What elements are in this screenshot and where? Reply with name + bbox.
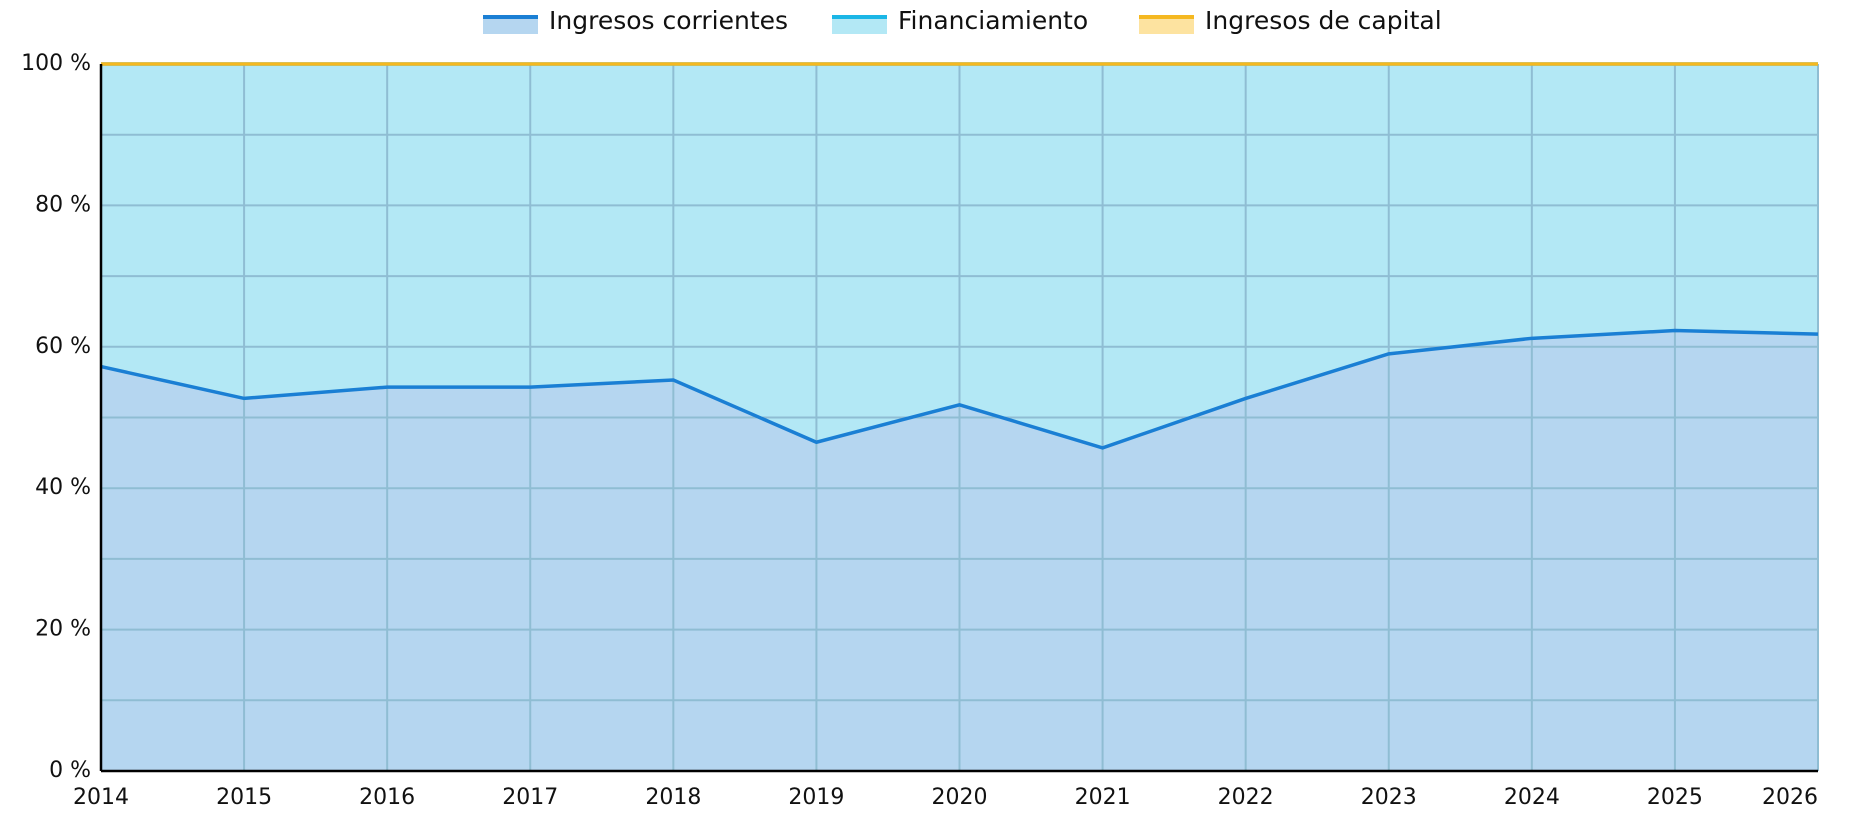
x-tick-label: 2020 xyxy=(932,785,988,810)
y-tick-label: 80 % xyxy=(35,192,91,217)
y-tick-label: 0 % xyxy=(49,758,91,783)
x-tick-label: 2016 xyxy=(359,785,415,810)
legend-label: Financiamiento xyxy=(898,6,1088,35)
legend-swatch xyxy=(1139,16,1194,34)
x-tick-label: 2017 xyxy=(502,785,558,810)
x-tick-label: 2014 xyxy=(73,785,129,810)
y-tick-label: 40 % xyxy=(35,475,91,500)
legend-label: Ingresos de capital xyxy=(1205,6,1442,35)
y-tick-label: 60 % xyxy=(35,334,91,359)
y-tick-label: 100 % xyxy=(21,51,91,76)
x-tick-label: 2023 xyxy=(1361,785,1417,810)
x-tick-label: 2025 xyxy=(1647,785,1703,810)
y-tick-label: 20 % xyxy=(35,617,91,642)
legend-swatch xyxy=(832,16,887,34)
series-line xyxy=(100,328,1819,450)
legend-label: Ingresos corrientes xyxy=(549,6,788,35)
legend-swatch xyxy=(483,16,538,34)
x-tick-label: 2019 xyxy=(788,785,844,810)
x-tick-label: 2015 xyxy=(216,785,272,810)
x-tick-label: 2022 xyxy=(1218,785,1274,810)
x-tick-label: 2018 xyxy=(645,785,701,810)
x-tick-label: 2024 xyxy=(1504,785,1560,810)
x-tick-label: 2026 xyxy=(1762,785,1818,810)
x-tick-label: 2021 xyxy=(1075,785,1131,810)
